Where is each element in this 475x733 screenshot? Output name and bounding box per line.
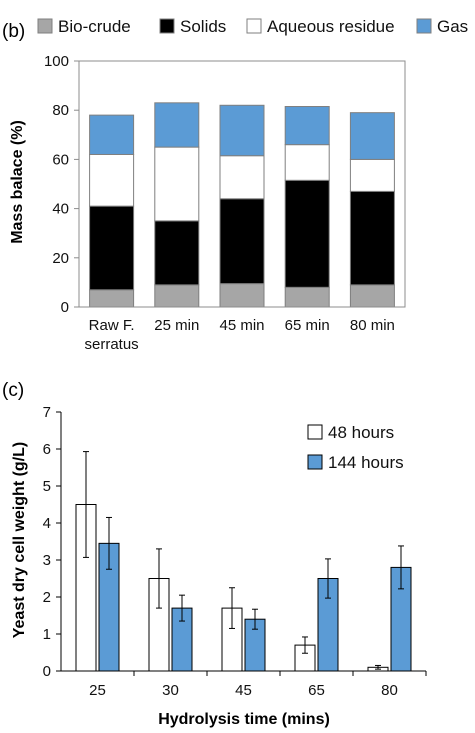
panel-b-legend-swatch: [159, 18, 175, 34]
panel-b-label: (b): [2, 21, 25, 42]
panel-c-x-ticks: 25 30 45 65 80: [89, 682, 398, 699]
panel-c-x-tick-label: 45: [235, 682, 252, 699]
panel-b-bar-segment-bio-crude: [284, 286, 330, 308]
panel-b-bar-segment-gas: [154, 102, 200, 148]
panel-b-chart: (b) Bio-crude Solids Aqueous residue Gas Ma…: [2, 17, 468, 353]
panel-c-y-axis-title: Yeast dry cell weight (g/L): [11, 442, 28, 639]
panel-b-x-tick-label: Raw F. serratus: [85, 317, 139, 353]
panel-b-plot-frame: [78, 60, 406, 308]
panel-b-legend-swatch: [37, 18, 53, 34]
panel-c-legend-label: 48 hours: [328, 423, 394, 442]
panel-b-y-axis-title: Mass balace (%): [9, 120, 26, 244]
panel-b-bar-segment-solids: [154, 220, 200, 286]
panel-c-y-tick-label: 2: [43, 589, 51, 606]
panel-c-y-tick-label: 6: [43, 441, 51, 458]
panel-b-bar-segment-aqueous-residue: [219, 155, 265, 200]
panel-b-y-tick-label: 20: [52, 250, 69, 267]
panel-b-legend-label: Bio-crude: [58, 17, 131, 36]
panel-b-bar-segment-solids: [89, 205, 135, 291]
panel-c-x-axis-title: Hydrolysis time (mins): [158, 711, 330, 728]
panel-b-bar-segment-bio-crude: [349, 284, 395, 308]
panel-b-bar-segment-aqueous-residue: [89, 153, 135, 207]
panel-c-y-tick-label: 5: [43, 478, 51, 495]
panel-b-x-tick-label: 65 min: [285, 317, 330, 334]
panel-b-x-ticks: Raw F. serratus 25 min 45 min 65 min 80 min: [85, 317, 395, 353]
panel-b-legend-swatch: [416, 18, 432, 34]
panel-b-y-ticks: 0 20 40 60 80 100: [44, 53, 79, 316]
panel-b-legend-label: Solids: [180, 17, 226, 36]
panel-b-bar-segment-solids: [284, 179, 330, 288]
panel-b-bar-segment-solids: [349, 190, 395, 286]
panel-b-x-tick-label: 80 min: [350, 317, 395, 334]
panel-b-bar-segment-gas: [89, 114, 135, 155]
panel-c-x-tick-label: 65: [308, 682, 325, 699]
panel-b-legend-label: Gas: [437, 17, 468, 36]
panel-c-y-tick-label: 0: [43, 663, 51, 680]
panel-b-bars: [89, 102, 395, 308]
panel-b-bar-segment-aqueous-residue: [349, 158, 395, 192]
panel-b-bar-segment-gas: [284, 106, 330, 146]
panel-c-y-tick-label: 4: [43, 515, 51, 532]
panel-b-bar-segment-bio-crude: [89, 289, 135, 308]
panel-c-y-ticks: 0 1 2 3 4 5 6 7: [43, 404, 61, 680]
panel-b-y-tick-label: 100: [44, 53, 69, 70]
panel-b-bar-segment-aqueous-residue: [284, 144, 330, 181]
panel-b-bar-segment-gas: [219, 104, 265, 157]
panel-c-x-tick-label: 25: [89, 682, 106, 699]
panel-b-y-tick-label: 60: [52, 151, 69, 168]
panel-b-bar-segment-bio-crude: [154, 284, 200, 308]
panel-b-y-tick-label: 40: [52, 201, 69, 218]
panel-c-legend: 48 hours 144 hours: [307, 423, 404, 472]
panel-b-legend: Bio-crude Solids Aqueous residue Gas: [37, 17, 468, 36]
panel-b-legend-swatch: [246, 18, 262, 34]
panel-b-x-tick-label: 25 min: [154, 317, 199, 334]
panel-c-legend-label: 144 hours: [328, 453, 404, 472]
panel-b-bar-segment-bio-crude: [219, 283, 265, 308]
panel-c-legend-swatch: [307, 424, 323, 440]
panel-b-bar-segment-aqueous-residue: [154, 146, 200, 222]
panel-c-y-tick-label: 3: [43, 552, 51, 569]
panel-c-legend-swatch: [307, 454, 323, 470]
panel-c-x-tick-label: 30: [162, 682, 179, 699]
panel-b-y-tick-label: 0: [61, 299, 69, 316]
panel-c-bars: [75, 451, 427, 676]
panel-b-y-tick-label: 80: [52, 102, 69, 119]
panel-c-y-tick-label: 1: [43, 626, 51, 643]
panel-c-label: (c): [2, 380, 24, 401]
panel-b-bar-segment-gas: [349, 112, 395, 160]
panel-b-x-tick-label: 45 min: [219, 317, 264, 334]
panel-c-chart: (c) Yeast dry cell weight (g/L) 01234567…: [2, 380, 427, 728]
panel-c-y-tick-label: 7: [43, 404, 51, 421]
panel-c-x-tick-label: 80: [381, 682, 398, 699]
panel-b-legend-label: Aqueous residue: [267, 17, 395, 36]
panel-b-bar-segment-solids: [219, 198, 265, 285]
